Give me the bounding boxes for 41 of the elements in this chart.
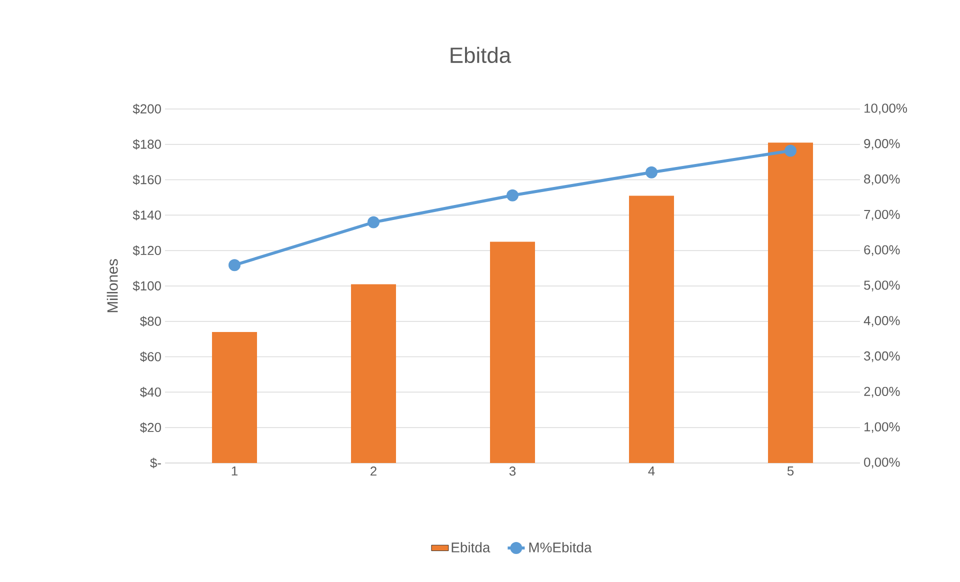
y-tick-label: $20 [140, 422, 161, 433]
y-tick-label: $180 [132, 139, 161, 150]
y2-tick-label: 6,00% [864, 245, 900, 256]
y-tick-label: $140 [132, 210, 161, 220]
x-tick-label: 5 [787, 466, 794, 476]
point [646, 166, 658, 178]
x-tick-label: 3 [509, 466, 516, 476]
bar [212, 332, 258, 463]
y-tick-label: $60 [140, 352, 161, 362]
y-tick-label: $- [150, 458, 161, 468]
chart-title: Ebitda [450, 46, 512, 64]
bar [629, 196, 674, 463]
y2-tick-label: 0,00% [864, 458, 900, 468]
y-tick-label: $100 [132, 280, 161, 292]
x-tick-label: 2 [370, 466, 376, 476]
y-axis-title: Millones [106, 259, 118, 312]
point [228, 259, 241, 272]
y2-tick-label: 3,00% [864, 351, 900, 362]
y2-tick-label: 10,00% [864, 104, 907, 114]
point [784, 144, 797, 157]
y-tick-label: $80 [140, 316, 161, 327]
point [368, 216, 380, 228]
y2-tick-label: 5,00% [864, 280, 900, 292]
legend-label: M%Ebitda [529, 542, 592, 552]
bar [768, 142, 814, 463]
x-tick-label: 4 [648, 466, 655, 476]
y2-tick-label: 1,00% [864, 422, 900, 433]
bar [490, 242, 536, 463]
x-tick-label: 1 [232, 466, 238, 476]
bar [351, 284, 396, 463]
y2-tick-label: 4,00% [864, 316, 900, 327]
y2-tick-label: 9,00% [864, 139, 900, 150]
point [506, 189, 519, 202]
y-tick-label: $40 [140, 386, 161, 398]
y2-tick-label: 2,00% [864, 386, 900, 398]
legend-label: Ebitda [452, 542, 490, 552]
y-tick-label: $160 [132, 174, 161, 186]
y-tick-label: $120 [132, 245, 161, 256]
y2-tick-label: 7,00% [864, 210, 900, 221]
y-tick-label: $200 [132, 104, 161, 114]
y2-tick-label: 8,00% [864, 174, 900, 186]
